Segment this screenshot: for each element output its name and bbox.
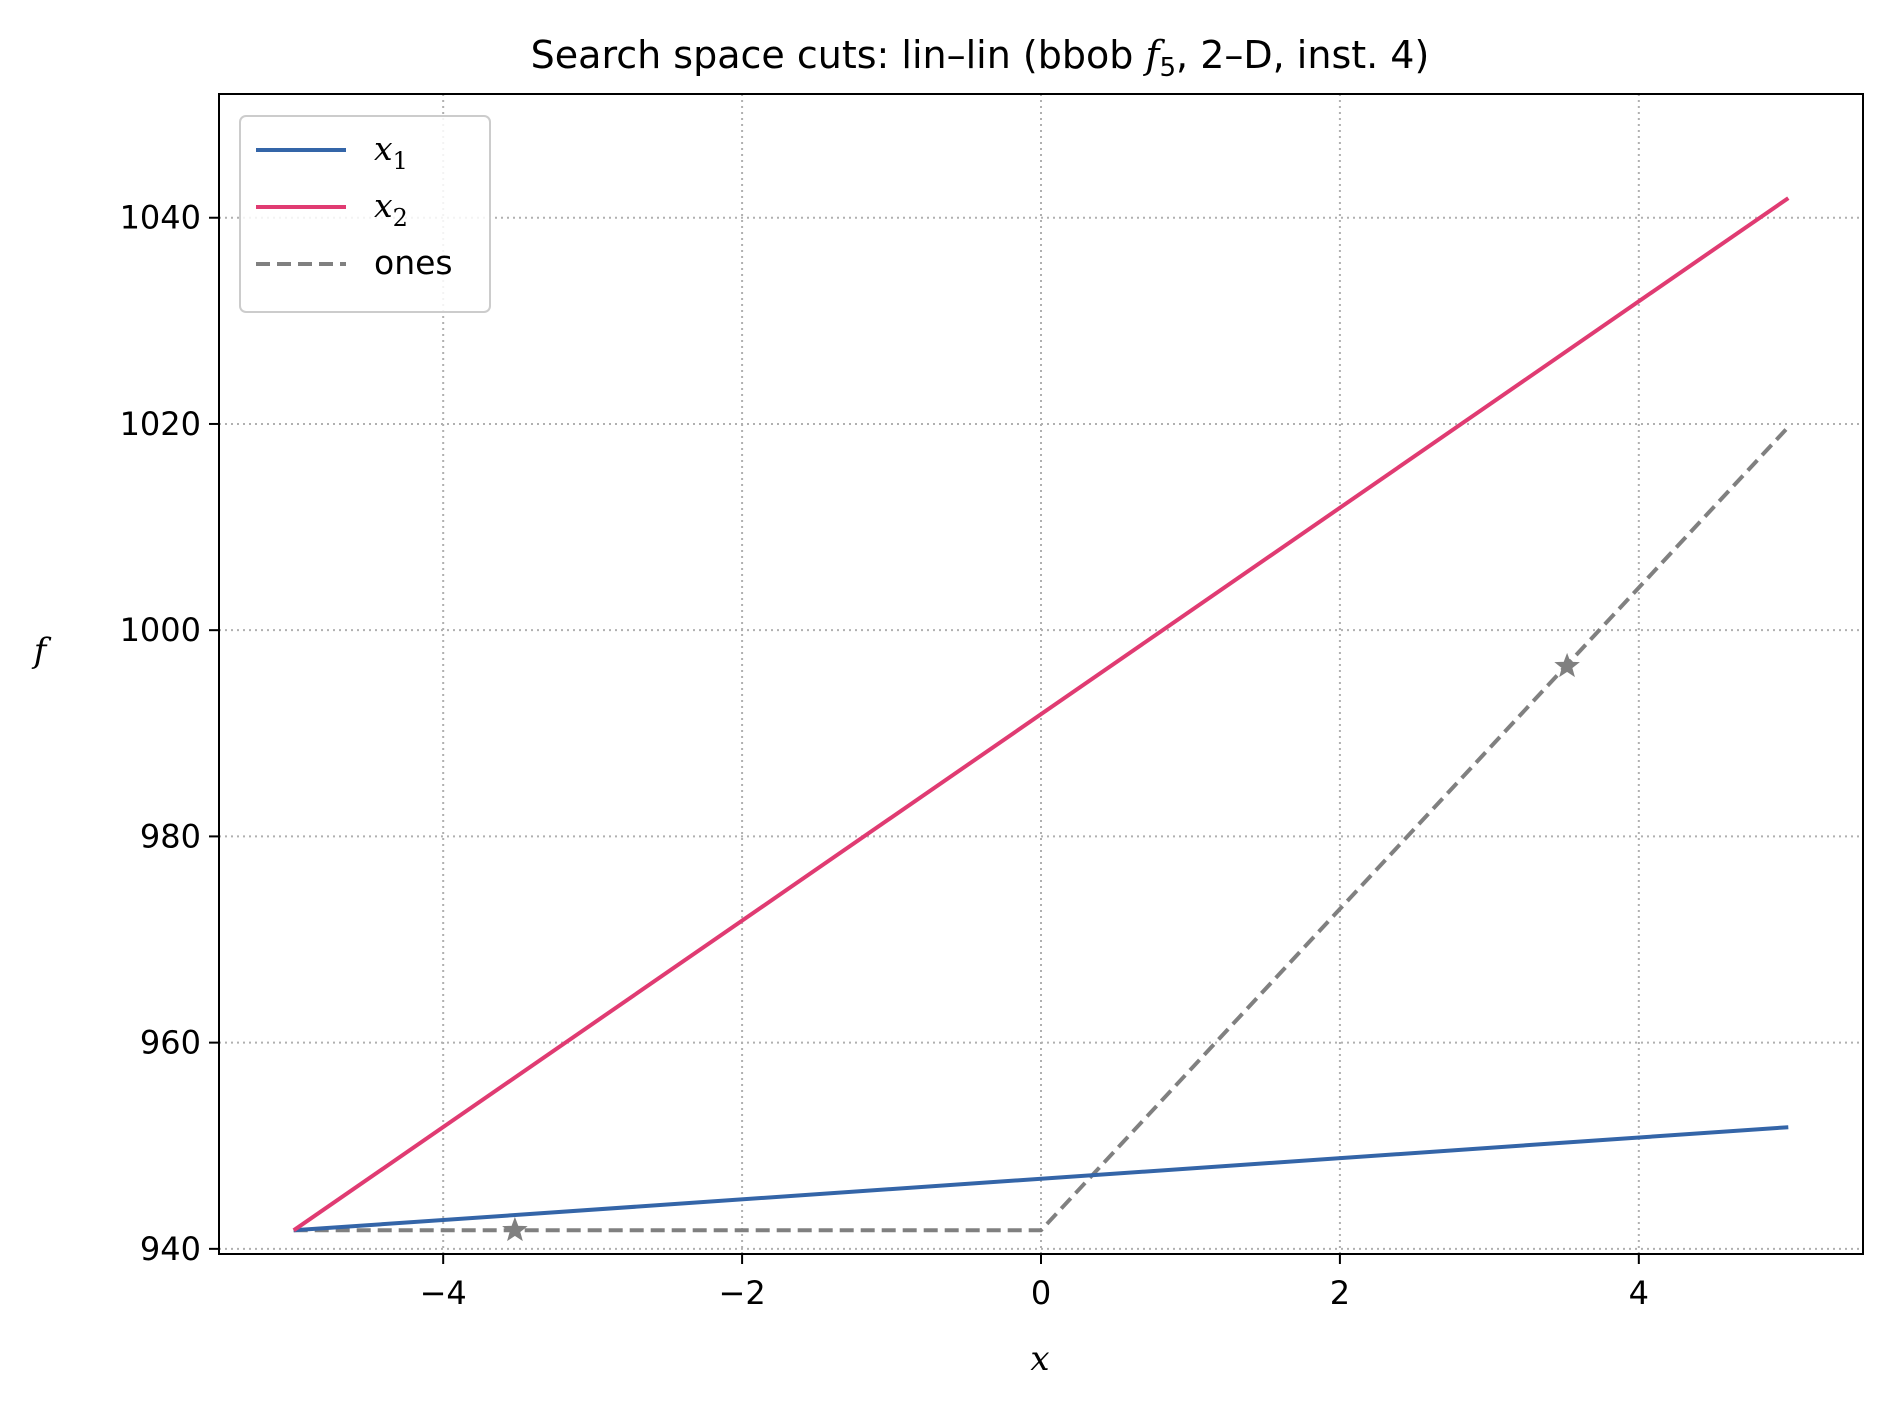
legend-label-x2: x2 <box>374 186 408 232</box>
y-tick-label-1: 960 <box>140 1024 201 1062</box>
x-axis-label: x <box>1030 1339 1049 1379</box>
star-marker-0 <box>502 1216 528 1242</box>
chart-title: Search space cuts: lin–lin (bbob f5, 2–D… <box>531 33 1430 83</box>
y-tick-label-5: 1040 <box>120 199 201 237</box>
grid-lines <box>219 94 1863 1254</box>
x-tick-label-4: 4 <box>1629 1274 1649 1312</box>
marker-layer <box>502 652 1580 1242</box>
x-tick-label-3: 2 <box>1330 1274 1350 1312</box>
x-axis-ticks: −4 −2 0 2 4 <box>420 1254 1649 1312</box>
legend-label-x1: x1 <box>374 129 408 175</box>
legend-box <box>239 115 491 313</box>
y-tick-label-2: 980 <box>140 817 201 855</box>
series-line-ones <box>293 425 1790 1233</box>
legend: x1 x2 ones <box>239 115 491 313</box>
series-line-x1 <box>293 1125 1789 1233</box>
x-tick-label-0: −4 <box>420 1274 467 1312</box>
y-axis-ticks: 940 960 980 1000 1020 1040 <box>120 199 219 1268</box>
x-tick-label-2: 0 <box>1031 1274 1051 1312</box>
star-marker-1 <box>1554 652 1580 678</box>
legend-label-ones: ones <box>374 243 453 282</box>
series-line-x2 <box>292 196 1790 1232</box>
y-tick-label-0: 940 <box>140 1230 201 1268</box>
y-tick-label-3: 1000 <box>120 611 201 649</box>
x-tick-label-1: −2 <box>719 1274 766 1312</box>
series-layer <box>292 196 1790 1233</box>
y-tick-label-4: 1020 <box>120 405 201 443</box>
